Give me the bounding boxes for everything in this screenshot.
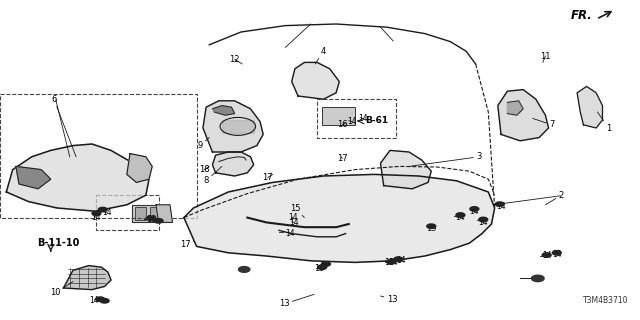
Circle shape <box>387 260 396 264</box>
Text: T3M4B3710: T3M4B3710 <box>584 296 629 305</box>
Text: B-61: B-61 <box>365 116 388 125</box>
Circle shape <box>147 216 156 220</box>
Text: B-11-10: B-11-10 <box>36 238 79 248</box>
Circle shape <box>495 202 504 206</box>
Polygon shape <box>6 144 149 211</box>
Circle shape <box>552 251 561 255</box>
Bar <box>0 94 196 218</box>
Text: 19: 19 <box>384 258 395 267</box>
Circle shape <box>317 265 326 269</box>
Circle shape <box>456 213 465 217</box>
Text: 14: 14 <box>288 213 298 222</box>
Text: 13: 13 <box>279 294 314 308</box>
Text: 14: 14 <box>470 207 479 216</box>
Circle shape <box>542 253 551 257</box>
Bar <box>97 195 159 230</box>
Polygon shape <box>508 101 523 115</box>
Text: 19: 19 <box>314 264 325 273</box>
Polygon shape <box>292 62 339 99</box>
Polygon shape <box>16 166 51 189</box>
Text: 2: 2 <box>545 191 564 205</box>
Polygon shape <box>212 106 235 115</box>
Text: 6: 6 <box>51 95 76 157</box>
Circle shape <box>92 211 101 216</box>
Circle shape <box>470 207 479 211</box>
Circle shape <box>479 217 488 222</box>
Polygon shape <box>203 101 263 152</box>
Text: 19: 19 <box>146 215 156 224</box>
Text: 14: 14 <box>552 250 562 259</box>
Text: 12: 12 <box>229 55 243 64</box>
Text: 16: 16 <box>337 120 348 129</box>
Circle shape <box>239 267 250 272</box>
Text: 14: 14 <box>92 213 101 222</box>
Circle shape <box>531 275 544 282</box>
Text: 14: 14 <box>455 213 465 222</box>
Polygon shape <box>498 90 548 141</box>
Polygon shape <box>184 174 495 262</box>
Text: 14: 14 <box>496 202 506 211</box>
Circle shape <box>96 297 104 301</box>
Bar <box>150 207 162 220</box>
Text: 14: 14 <box>89 296 102 305</box>
Bar <box>322 107 355 125</box>
Text: 3: 3 <box>409 152 481 166</box>
Circle shape <box>154 219 163 223</box>
Text: 14: 14 <box>542 252 552 260</box>
Text: 14: 14 <box>358 114 367 123</box>
Text: 10: 10 <box>51 282 73 297</box>
Polygon shape <box>381 150 431 189</box>
Text: 15: 15 <box>290 204 305 218</box>
Bar <box>132 205 165 222</box>
Text: 14: 14 <box>289 218 299 227</box>
Polygon shape <box>222 120 253 133</box>
Circle shape <box>100 299 109 303</box>
Bar <box>135 207 147 220</box>
Text: 7: 7 <box>532 118 554 129</box>
Text: FR.: FR. <box>571 9 593 22</box>
Text: 17: 17 <box>180 240 193 249</box>
Circle shape <box>99 207 107 212</box>
Text: 4: 4 <box>315 47 326 64</box>
Bar <box>317 99 396 138</box>
Circle shape <box>321 262 330 266</box>
Text: 14: 14 <box>347 117 356 126</box>
Text: 8: 8 <box>204 166 222 185</box>
Text: 14: 14 <box>102 208 111 217</box>
Text: 17: 17 <box>337 154 348 163</box>
Text: 14: 14 <box>388 258 398 267</box>
Circle shape <box>394 257 403 261</box>
Polygon shape <box>577 86 602 128</box>
Text: 17: 17 <box>262 173 273 182</box>
Polygon shape <box>127 154 152 182</box>
Polygon shape <box>156 205 173 222</box>
Text: 18: 18 <box>199 165 209 174</box>
Polygon shape <box>63 266 111 290</box>
Circle shape <box>427 224 436 228</box>
Text: 19: 19 <box>426 224 436 233</box>
Text: 1: 1 <box>597 112 611 132</box>
Text: 11: 11 <box>540 52 550 62</box>
Text: 9: 9 <box>197 138 209 150</box>
Text: 13: 13 <box>381 295 397 304</box>
Text: 5: 5 <box>159 207 171 216</box>
Text: 14: 14 <box>285 229 294 238</box>
Text: 14: 14 <box>479 218 488 227</box>
Text: 14: 14 <box>396 256 406 265</box>
Polygon shape <box>212 152 253 176</box>
